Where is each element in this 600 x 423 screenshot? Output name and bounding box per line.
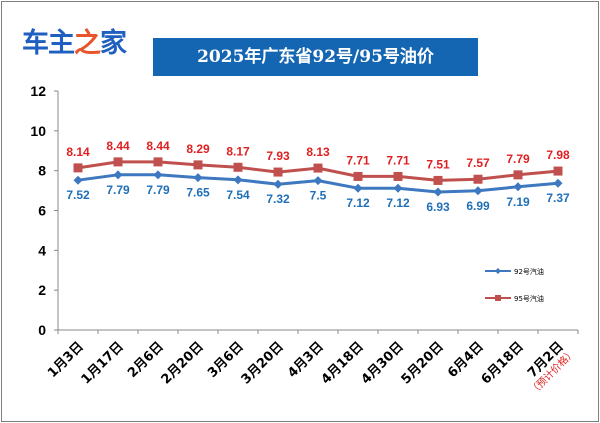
data-point [73,175,83,185]
y-tick-label: 4 [38,242,46,258]
data-label: 7.37 [546,191,570,205]
data-label: 7.79 [506,152,530,166]
data-label: 8.14 [66,145,90,159]
data-point [113,157,123,167]
y-tick-label: 2 [38,282,46,298]
legend-label-2: 95号汽油 [514,294,544,303]
data-label: 8.29 [186,142,210,156]
data-label: 6.93 [426,200,450,214]
data-point [473,174,483,184]
data-label: 7.12 [386,196,410,210]
data-point [433,187,443,197]
data-label: 7.5 [310,189,327,203]
x-tick-label: 1月17日 [79,339,127,387]
logo: 车主之家 [22,28,127,59]
x-tick-label: 2月20日 [159,339,207,387]
data-label: 6.99 [466,199,490,213]
x-tick-label: 3月20日 [239,339,287,387]
y-tick-label: 0 [38,322,46,338]
data-label: 7.71 [386,153,410,167]
data-label: 7.52 [66,188,90,202]
data-label: 7.51 [426,157,450,171]
data-point [113,170,123,180]
legend-marker-2 [495,295,501,301]
data-point [273,179,283,189]
data-point [273,167,283,177]
data-point [513,182,523,192]
data-label: 7.54 [226,188,250,202]
data-point [513,170,523,180]
data-label: 7.19 [506,195,530,209]
data-point [313,163,323,173]
y-tick-label: 6 [38,203,46,219]
data-label: 7.71 [346,153,370,167]
data-label: 7.98 [546,148,570,162]
data-point [153,157,163,167]
data-point [553,166,563,176]
data-point [313,176,323,186]
data-point [193,160,203,170]
x-tick-label: 4月30日 [359,339,407,387]
data-point [353,171,363,181]
logo-part-2: 之 [74,28,101,59]
data-label: 8.44 [106,139,130,153]
data-label: 7.93 [266,149,290,163]
data-label: 7.79 [146,183,170,197]
data-label: 7.32 [266,192,290,206]
data-label: 7.79 [106,183,130,197]
logo-part-1: 车主 [22,28,75,59]
data-point [393,183,403,193]
data-point [553,178,563,188]
data-label: 7.57 [466,156,490,170]
chart-title: 2025年广东省92号/95号油价 [153,38,478,76]
data-point [473,186,483,196]
y-tick-label: 12 [30,83,46,99]
data-label: 8.44 [146,139,170,153]
y-tick-label: 10 [30,123,46,139]
x-tick-label: 6月18日 [479,339,527,387]
legend-marker-1 [495,268,501,274]
data-point [73,163,83,173]
data-point [153,170,163,180]
data-point [433,175,443,185]
x-tick-label: 4月18日 [319,339,367,387]
data-label: 8.13 [306,145,330,159]
logo-part-3: 家 [100,28,127,59]
data-label: 8.17 [226,144,250,158]
data-label: 7.65 [186,186,210,200]
legend-label-1: 92号汽油 [514,267,544,276]
x-tick-label: 5月20日 [399,339,447,387]
data-point [193,173,203,183]
data-point [233,175,243,185]
data-point [393,171,403,181]
data-label: 7.12 [346,196,370,210]
y-tick-label: 8 [38,163,46,179]
data-point [233,162,243,172]
data-point [353,183,363,193]
